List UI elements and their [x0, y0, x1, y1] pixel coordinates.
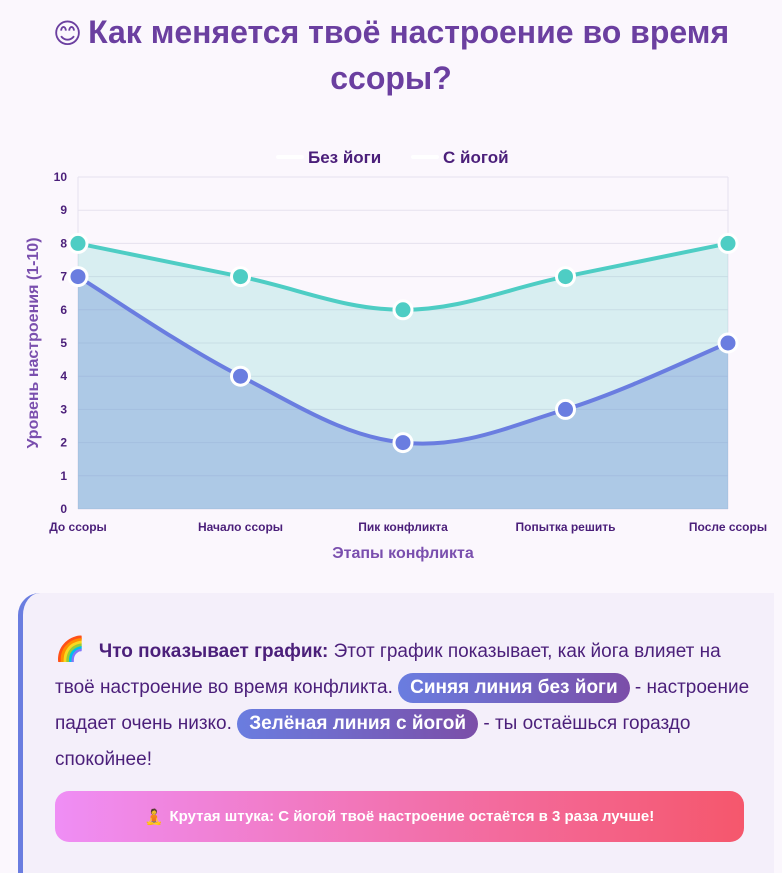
legend-label: С йогой	[443, 148, 509, 167]
y-axis-title: Уровень настроения (1-10)	[25, 237, 42, 448]
banner-text: Крутая штука: С йогой твоё настроение ос…	[169, 808, 655, 825]
yoga-icon: 🧘	[144, 808, 164, 826]
rainbow-icon: 🌈	[55, 636, 85, 663]
data-point	[67, 232, 89, 254]
data-point	[717, 232, 739, 254]
explanation-lead: Что показывает график:	[98, 641, 329, 662]
y-tick-label: 2	[60, 436, 67, 450]
highlight-banner: 🧘 Крутая штука: С йогой твоё настроение о…	[55, 791, 744, 842]
data-point	[392, 432, 414, 454]
explanation-text-2: - настроение падает очень низко.	[55, 677, 750, 734]
y-tick-label: 5	[60, 336, 67, 350]
x-axis-title: Этапы конфликта	[332, 545, 474, 562]
data-point	[555, 266, 576, 288]
mood-chart: 0 1 2 3 4 5 6 7 8 9 10 До ссоры Начало ссоры Пик конф…	[25, 148, 767, 562]
pill-without-yoga: Синяя линия без йоги	[398, 673, 630, 703]
series-area	[78, 276, 728, 509]
y-tick-label: 7	[60, 270, 67, 284]
series-area	[78, 243, 728, 509]
y-tick-label: 6	[60, 303, 67, 317]
explanation-text-3: - ты остаёшься гораздо спокойнее!	[55, 713, 691, 770]
data-point	[717, 332, 739, 354]
legend-label: Без йоги	[308, 148, 381, 167]
x-tick-label: После ссоры	[689, 520, 767, 534]
data-point	[555, 398, 576, 420]
data-point	[230, 266, 251, 288]
y-tick-label: 3	[60, 402, 67, 416]
x-tick-label: До ссоры	[49, 520, 107, 534]
smile-emoji-icon: 😊	[52, 18, 83, 49]
y-tick-label: 10	[54, 170, 68, 184]
y-tick-label: 1	[60, 469, 67, 483]
pill-with-yoga: Зелёная линия с йогой	[237, 709, 479, 739]
page-title: 😊 Как меняется твоё настроение во время с…	[0, 10, 782, 100]
data-point	[392, 299, 414, 321]
y-tick-label: 8	[60, 236, 67, 250]
explanation-text-1: Этот график показывает, как йога влияет …	[55, 641, 721, 698]
y-tick-label: 0	[60, 502, 67, 516]
x-tick-label: Начало ссоры	[198, 520, 283, 534]
explanation-text: 🌈 Что показывает график: Этот график пока…	[55, 632, 755, 778]
title-text: Как меняется твоё настроение во время сс…	[88, 14, 730, 96]
y-tick-label: 4	[60, 369, 67, 383]
x-tick-label: Попытка решить	[516, 520, 616, 534]
data-point	[67, 266, 89, 288]
y-tick-label: 9	[60, 203, 67, 217]
x-tick-label: Пик конфликта	[358, 520, 448, 534]
data-point	[230, 365, 251, 387]
